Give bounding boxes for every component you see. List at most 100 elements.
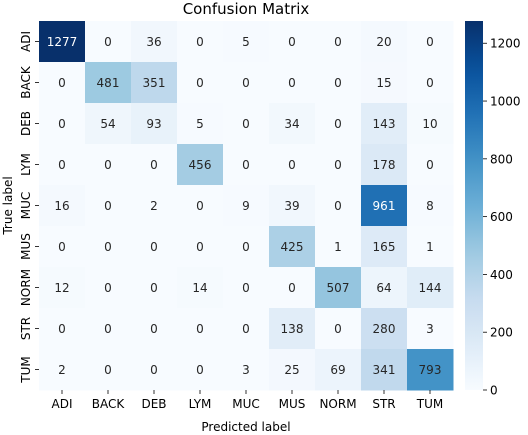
cell-value-label: 0 <box>288 281 296 295</box>
cell-value-label: 0 <box>196 240 204 254</box>
x-tick-label: ADI <box>52 397 73 411</box>
cell-mus-tum <box>407 226 454 268</box>
cell-value-label: 0 <box>242 76 250 90</box>
cell-deb-norm <box>315 103 362 145</box>
cell-norm-lym <box>177 267 224 309</box>
cell-value-label: 0 <box>242 281 250 295</box>
cell-value-label: 0 <box>58 158 66 172</box>
cell-back-mus <box>269 62 316 104</box>
cell-adi-adi <box>39 21 86 63</box>
cell-value-label: 0 <box>288 35 296 49</box>
cell-value-label: 0 <box>334 76 342 90</box>
cell-value-label: 10 <box>422 117 437 131</box>
cell-value-label: 2 <box>150 199 158 213</box>
cell-value-label: 0 <box>242 322 250 336</box>
cell-deb-lym <box>177 103 224 145</box>
cell-tum-back <box>85 349 132 391</box>
cell-muc-back <box>85 185 132 227</box>
cell-value-label: 0 <box>104 240 112 254</box>
cell-value-label: 961 <box>373 199 396 213</box>
x-tick-label: MUC <box>232 397 260 411</box>
cell-value-label: 0 <box>242 117 250 131</box>
colorbar-tick-label: 1200 <box>490 37 521 51</box>
cell-value-label: 0 <box>334 199 342 213</box>
cell-lym-deb <box>131 144 178 186</box>
x-tick-label: LYM <box>189 397 212 411</box>
cell-back-back <box>85 62 132 104</box>
cell-muc-muc <box>223 185 270 227</box>
cell-value-label: 0 <box>288 76 296 90</box>
cell-lym-lym <box>177 144 224 186</box>
cell-str-back <box>85 308 132 350</box>
cell-value-label: 456 <box>189 158 212 172</box>
cell-adi-lym <box>177 21 224 63</box>
cell-muc-deb <box>131 185 178 227</box>
y-tick-label: MUS <box>19 233 33 260</box>
cell-value-label: 15 <box>376 76 391 90</box>
cell-tum-mus <box>269 349 316 391</box>
cell-muc-mus <box>269 185 316 227</box>
cell-muc-str <box>361 185 408 227</box>
cell-adi-back <box>85 21 132 63</box>
cell-value-label: 507 <box>327 281 350 295</box>
cell-mus-norm <box>315 226 362 268</box>
cell-value-label: 3 <box>242 363 250 377</box>
cell-norm-norm <box>315 267 362 309</box>
cell-value-label: 1 <box>334 240 342 254</box>
cell-value-label: 0 <box>334 117 342 131</box>
cell-tum-norm <box>315 349 362 391</box>
colorbar-tick-label: 800 <box>490 152 513 166</box>
cell-value-label: 5 <box>196 117 204 131</box>
colorbar: 0 200 400 600 800 1000 1200 <box>465 21 521 398</box>
cell-back-str <box>361 62 408 104</box>
cell-norm-muc <box>223 267 270 309</box>
cell-value-label: 0 <box>288 158 296 172</box>
x-axis-label: Predicted label <box>201 420 290 434</box>
cell-value-label: 0 <box>426 35 434 49</box>
cell-norm-deb <box>131 267 178 309</box>
x-axis-ticks: ADI BACK DEB LYM MUC MUS NORM STR TUM <box>52 390 443 411</box>
cell-value-label: 0 <box>242 158 250 172</box>
cell-str-tum <box>407 308 454 350</box>
cell-value-label: 0 <box>196 322 204 336</box>
colorbar-tick-label: 600 <box>490 210 513 224</box>
cell-str-deb <box>131 308 178 350</box>
cell-value-label: 0 <box>150 158 158 172</box>
cell-lym-str <box>361 144 408 186</box>
cell-adi-tum <box>407 21 454 63</box>
cell-value-label: 0 <box>334 322 342 336</box>
cell-value-label: 0 <box>426 76 434 90</box>
y-tick-label: DEB <box>19 111 33 136</box>
colorbar-tick-label: 200 <box>490 326 513 340</box>
colorbar-tick-label: 0 <box>490 384 498 398</box>
colorbar-gradient <box>465 21 483 390</box>
cell-value-label: 425 <box>281 240 304 254</box>
cell-value-label: 36 <box>146 35 161 49</box>
cell-tum-lym <box>177 349 224 391</box>
cell-value-label: 14 <box>192 281 207 295</box>
cell-value-label: 0 <box>242 240 250 254</box>
cell-value-label: 0 <box>150 363 158 377</box>
cell-value-label: 144 <box>419 281 442 295</box>
cell-muc-adi <box>39 185 86 227</box>
cell-value-label: 0 <box>104 363 112 377</box>
cell-value-label: 1277 <box>47 35 78 49</box>
x-tick-label: MUS <box>279 397 306 411</box>
cell-lym-mus <box>269 144 316 186</box>
cell-lym-back <box>85 144 132 186</box>
cell-value-label: 69 <box>330 363 345 377</box>
cell-value-label: 0 <box>104 322 112 336</box>
cell-tum-deb <box>131 349 178 391</box>
cell-value-label: 54 <box>100 117 115 131</box>
cell-deb-mus <box>269 103 316 145</box>
chart-title: Confusion Matrix <box>183 0 310 18</box>
cell-mus-back <box>85 226 132 268</box>
heatmap-cells: 1277 0 36 0 5 0 0 20 00 481 351 0 0 0 0 15 00 54 93 5 0 34 0 14… <box>39 21 454 391</box>
cell-value-label: 0 <box>150 281 158 295</box>
cell-muc-lym <box>177 185 224 227</box>
cell-muc-norm <box>315 185 362 227</box>
cell-str-muc <box>223 308 270 350</box>
x-tick-label: TUM <box>416 397 443 411</box>
cell-back-deb <box>131 62 178 104</box>
cell-norm-back <box>85 267 132 309</box>
